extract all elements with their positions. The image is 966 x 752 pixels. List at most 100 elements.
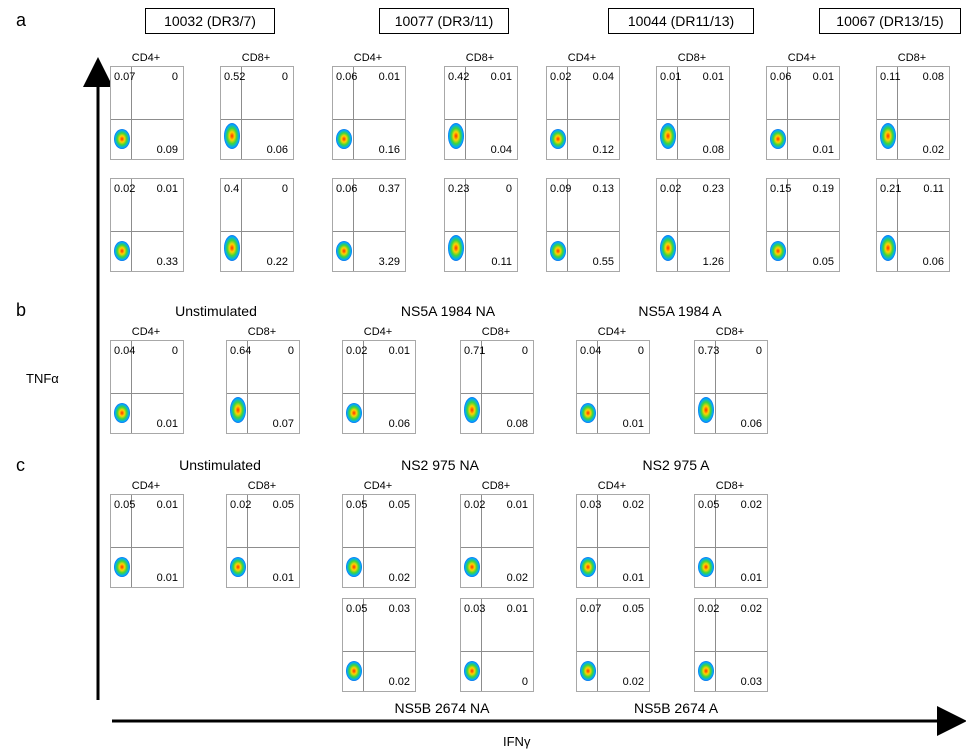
y-axis-label: TNFα (26, 371, 59, 386)
quadrant-upper-left: 0.02 (698, 603, 720, 615)
gate-line-horizontal (461, 650, 533, 652)
gate-line-horizontal (657, 230, 729, 232)
quadrant-upper-left: 0.71 (464, 345, 486, 357)
facs-plot: 0.06 0.37 3.29 (332, 178, 406, 272)
panel-letter-c: c (16, 455, 25, 475)
panel-letter-a: a (16, 10, 27, 30)
cd8-label: CD8+ (677, 52, 707, 64)
gate-line-vertical (363, 341, 364, 433)
cell-population-blob (114, 129, 130, 149)
quadrant-upper-right: 0 (281, 71, 288, 83)
gate-line-horizontal (461, 392, 533, 394)
facs-plot: 0.02 0.01 0.06 (342, 340, 416, 434)
cell-population-blob (114, 557, 130, 577)
facs-plot: 0.03 0.02 0.01 (576, 494, 650, 588)
group-label: NS2 975 NA (401, 457, 479, 473)
cell-population-blob (336, 129, 352, 149)
facs-plot: 0.42 0.01 0.04 (444, 66, 518, 160)
quadrant-upper-right: 0 (287, 345, 294, 357)
gate-line-horizontal (333, 230, 405, 232)
quadrant-upper-right: 0.01 (156, 183, 178, 195)
gate-line-vertical (481, 599, 482, 691)
quadrant-upper-left: 0.06 (336, 183, 358, 195)
gate-line-horizontal (547, 118, 619, 120)
quadrant-lower-right: 0.02 (388, 572, 410, 584)
quadrant-upper-left: 0.02 (346, 345, 368, 357)
quadrant-upper-right: 0.02 (740, 603, 762, 615)
quadrant-lower-right: 0.06 (388, 418, 410, 430)
quadrant-lower-right: 0.06 (266, 144, 288, 156)
group-label: Unstimulated (175, 303, 257, 319)
cell-population-blob (660, 123, 676, 149)
cd8-label: CD8+ (715, 326, 745, 338)
facs-plot: 0.04 0 0.01 (576, 340, 650, 434)
facs-plot: 0.02 0.05 0.01 (226, 494, 300, 588)
quadrant-upper-left: 0.04 (580, 345, 602, 357)
quadrant-lower-right: 0.08 (506, 418, 528, 430)
quadrant-upper-left: 0.09 (550, 183, 572, 195)
gate-line-vertical (465, 179, 466, 271)
quadrant-upper-right: 0 (505, 183, 512, 195)
cell-population-blob (346, 403, 362, 423)
cd8-label: CD8+ (465, 52, 495, 64)
gate-line-vertical (363, 495, 364, 587)
gate-line-horizontal (111, 118, 183, 120)
donor-label: 10077 (DR3/11) (379, 8, 509, 34)
gate-line-horizontal (767, 230, 839, 232)
quadrant-upper-right: 0 (637, 345, 644, 357)
quadrant-lower-right: 0.05 (812, 256, 834, 268)
facs-plot: 0.03 0.01 0 (460, 598, 534, 692)
cell-population-blob (464, 397, 480, 423)
gate-line-horizontal (343, 546, 415, 548)
cd4-label: CD4+ (567, 52, 597, 64)
quadrant-lower-right: 0.12 (592, 144, 614, 156)
quadrant-upper-right: 0.01 (490, 71, 512, 83)
quadrant-upper-left: 0.11 (880, 71, 901, 83)
cell-population-blob (770, 241, 786, 261)
quadrant-lower-right: 0.08 (702, 144, 724, 156)
facs-plot: 0.05 0.01 0.01 (110, 494, 184, 588)
facs-plot: 0.06 0.01 0.01 (766, 66, 840, 160)
quadrant-upper-left: 0.64 (230, 345, 252, 357)
gate-line-horizontal (695, 546, 767, 548)
quadrant-lower-right: 0.55 (592, 256, 614, 268)
quadrant-upper-left: 0.06 (336, 71, 358, 83)
facs-plot: 0.73 0 0.06 (694, 340, 768, 434)
cd8-label: CD8+ (715, 480, 745, 492)
facs-plot: 0.09 0.13 0.55 (546, 178, 620, 272)
quadrant-upper-right: 0.01 (388, 345, 410, 357)
quadrant-upper-right: 0.01 (378, 71, 400, 83)
quadrant-upper-right: 0 (171, 71, 178, 83)
quadrant-upper-left: 0.52 (224, 71, 246, 83)
facs-plot: 0.01 0.01 0.08 (656, 66, 730, 160)
facs-plot: 0.05 0.03 0.02 (342, 598, 416, 692)
quadrant-lower-right: 0.06 (922, 256, 944, 268)
quadrant-lower-right: 0.22 (266, 256, 288, 268)
quadrant-upper-left: 0.21 (880, 183, 902, 195)
gate-line-vertical (481, 341, 482, 433)
gate-line-vertical (131, 341, 132, 433)
gate-line-vertical (465, 67, 466, 159)
gate-line-vertical (597, 495, 598, 587)
quadrant-upper-left: 0.23 (448, 183, 470, 195)
quadrant-upper-left: 0.73 (698, 345, 720, 357)
quadrant-upper-left: 0.42 (448, 71, 470, 83)
gate-line-vertical (787, 67, 788, 159)
facs-plot: 0.02 0.01 0.02 (460, 494, 534, 588)
facs-plot: 0.04 0 0.01 (110, 340, 184, 434)
gate-line-vertical (715, 599, 716, 691)
gate-line-horizontal (221, 230, 293, 232)
facs-plot: 0.07 0 0.09 (110, 66, 184, 160)
cd8-label: CD8+ (241, 52, 271, 64)
gate-line-horizontal (343, 392, 415, 394)
gate-line-vertical (131, 67, 132, 159)
cell-population-blob (580, 661, 596, 681)
quadrant-upper-right: 0.05 (272, 499, 294, 511)
gate-line-horizontal (657, 118, 729, 120)
facs-plot: 0.52 0 0.06 (220, 66, 294, 160)
group-label: NS5A 1984 NA (400, 303, 496, 319)
quadrant-lower-right: 3.29 (378, 256, 400, 268)
quadrant-lower-right: 1.26 (702, 256, 724, 268)
gate-line-vertical (597, 341, 598, 433)
quadrant-upper-left: 0.4 (224, 183, 240, 195)
